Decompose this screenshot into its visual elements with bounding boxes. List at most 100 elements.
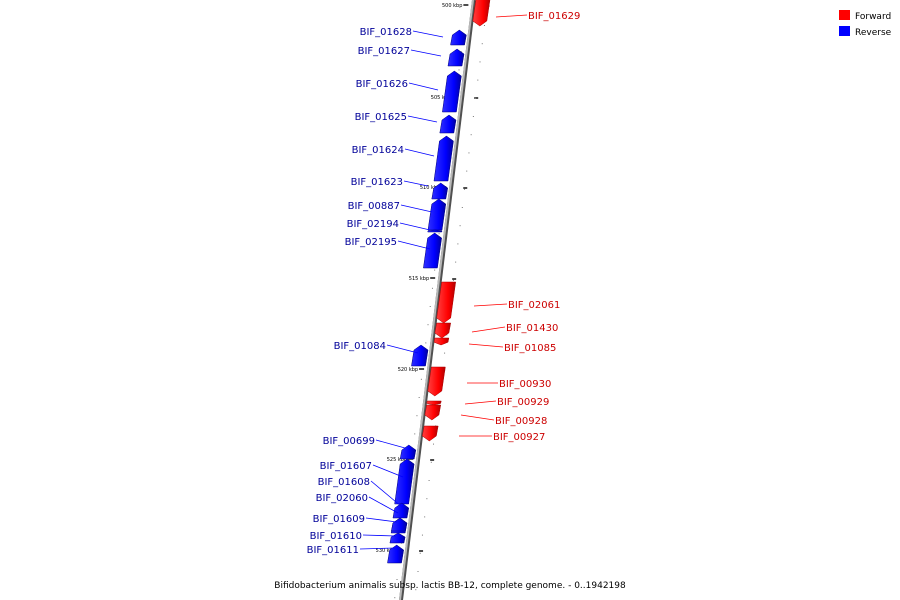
- minor-tick: [464, 188, 466, 190]
- legend-label-reverse: Reverse: [855, 28, 892, 38]
- minor-tick: [444, 352, 446, 354]
- gene-layer: [387, 0, 491, 564]
- gene-feature-bif-02194[interactable]: [427, 229, 443, 233]
- minor-tick: [394, 597, 396, 599]
- tick-500-kbp-label: 500 kbp: [442, 3, 462, 9]
- gene-label-bif-01628[interactable]: BIF_01628: [360, 27, 412, 38]
- minor-tick: [459, 225, 461, 227]
- gene-feature-bif-01624[interactable]: [433, 135, 454, 182]
- gene-feature-bif-01609[interactable]: [391, 517, 408, 532]
- minor-tick: [424, 516, 426, 518]
- gene-label-bif-00699[interactable]: BIF_00699: [323, 436, 375, 447]
- gene-label-bif-01609[interactable]: BIF_01609: [313, 514, 365, 525]
- minor-tick: [479, 61, 481, 63]
- minor-tick: [452, 279, 454, 281]
- gene-label-bif-00927[interactable]: BIF_00927: [493, 432, 545, 443]
- minor-tick: [446, 334, 448, 336]
- leader-line-bif-01085: [468, 343, 504, 348]
- leader-line-bif-01608: [370, 480, 403, 508]
- minor-tick: [426, 498, 428, 500]
- gene-label-bif-01611[interactable]: BIF_01611: [307, 545, 359, 556]
- gene-label-bif-02061[interactable]: BIF_02061: [508, 300, 560, 311]
- leader-line-bif-00929: [464, 400, 497, 405]
- gene-label-bif-01627[interactable]: BIF_01627: [358, 46, 410, 57]
- gene-label-bif-01084[interactable]: BIF_01084: [334, 341, 386, 352]
- gene-label-bif-01085[interactable]: BIF_01085: [504, 343, 556, 354]
- minor-tick: [428, 480, 430, 481]
- leader-line-bif-01624: [404, 148, 435, 157]
- minor-tick: [416, 415, 418, 417]
- gene-label-bif-01608[interactable]: BIF_01608: [318, 477, 370, 488]
- gene-feature-bif-01628[interactable]: [450, 29, 467, 46]
- gene-feature-bif-01084[interactable]: [411, 344, 429, 367]
- gene-label-bif-01607[interactable]: BIF_01607: [320, 461, 372, 472]
- tick-530-kbp-label: 530 kbp: [376, 548, 396, 554]
- gene-feature-bif-01608[interactable]: [392, 502, 410, 519]
- minor-tick: [420, 378, 422, 380]
- minor-tick: [455, 261, 457, 263]
- minor-tick: [472, 116, 474, 117]
- gene-label-bif-01610[interactable]: BIF_01610: [310, 531, 362, 542]
- gene-feature-bif-00929[interactable]: [426, 400, 442, 406]
- tick-515-kbp-label: 515 kbp: [409, 276, 429, 282]
- gene-feature-bif-01611[interactable]: [387, 544, 404, 564]
- gene-feature-bif-01627[interactable]: [447, 48, 465, 67]
- minor-tick: [425, 342, 427, 344]
- gene-label-bif-02194[interactable]: BIF_02194: [347, 219, 399, 230]
- leader-line-bif-00699: [375, 439, 406, 449]
- legend: Forward Reverse: [839, 10, 892, 38]
- minor-tick: [457, 243, 459, 245]
- gene-label-bif-00887[interactable]: BIF_00887: [348, 201, 400, 212]
- gene-label-bif-01629[interactable]: BIF_01629: [528, 11, 580, 22]
- gene-feature-bif-02195[interactable]: [423, 232, 442, 269]
- gene-feature-bif-01626[interactable]: [442, 70, 462, 113]
- minor-tick: [421, 534, 423, 536]
- gene-feature-bif-02061[interactable]: [436, 281, 456, 324]
- leader-line-bif-02194: [399, 222, 431, 231]
- minor-tick: [470, 134, 472, 136]
- minor-tick: [431, 287, 433, 289]
- minor-tick: [438, 233, 440, 235]
- gene-label-bif-01626[interactable]: BIF_01626: [356, 79, 408, 90]
- minor-tick: [427, 324, 429, 326]
- gene-label-bif-00929[interactable]: BIF_00929: [497, 397, 549, 408]
- gene-label-bif-00930[interactable]: BIF_00930: [499, 379, 551, 390]
- genome-caption: Bifidobacterium animalis subsp. lactis B…: [274, 581, 626, 591]
- gene-label-bif-01430[interactable]: BIF_01430: [506, 323, 558, 334]
- minor-tick: [396, 579, 398, 580]
- leader-line-bif-02060: [368, 496, 399, 514]
- gene-label-layer: BIF_01629 BIF_01628 BIF_01627 BIF_01626 BIF_…: [307, 11, 581, 556]
- gene-feature-bif-01625[interactable]: [439, 114, 457, 134]
- leader-line-bif-01629: [495, 14, 528, 18]
- minor-tick: [417, 571, 419, 572]
- gene-feature-bif-01610[interactable]: [389, 532, 406, 544]
- legend-swatch-reverse: [839, 26, 850, 36]
- leader-line-bif-01627: [410, 49, 442, 57]
- gene-label-bif-01623[interactable]: BIF_01623: [351, 177, 403, 188]
- gene-feature-bif-00927[interactable]: [422, 425, 439, 442]
- gene-label-bif-02195[interactable]: BIF_02195: [345, 237, 397, 248]
- legend-label-forward: Forward: [855, 12, 891, 22]
- gene-label-bif-02060[interactable]: BIF_02060: [316, 493, 368, 504]
- legend-swatch-forward: [839, 10, 850, 20]
- leader-line-bif-00928: [460, 414, 495, 421]
- minor-tick: [430, 461, 432, 463]
- minor-tick: [418, 397, 420, 398]
- leader-line-bif-01623: [403, 180, 429, 187]
- gene-feature-bif-01607[interactable]: [394, 458, 415, 505]
- leader-line-bif-01430: [471, 326, 506, 333]
- gene-label-bif-01625[interactable]: BIF_01625: [355, 112, 407, 123]
- gene-feature-bif-01629[interactable]: [472, 0, 491, 27]
- gene-feature-bif-01085[interactable]: [433, 337, 450, 346]
- leader-line-bif-01628: [412, 30, 444, 38]
- leader-line-bif-01084: [386, 344, 419, 354]
- gene-feature-bif-00928[interactable]: [424, 404, 442, 421]
- gene-label-bif-01624[interactable]: BIF_01624: [352, 145, 404, 156]
- gene-feature-bif-00887[interactable]: [427, 198, 447, 231]
- minor-tick: [433, 443, 435, 445]
- gene-feature-bif-00930[interactable]: [427, 366, 446, 397]
- gene-label-bif-00928[interactable]: BIF_00928: [495, 416, 547, 427]
- tick-505-kbp-label: 505 kbp: [431, 95, 451, 101]
- gene-feature-bif-01430[interactable]: [434, 322, 451, 339]
